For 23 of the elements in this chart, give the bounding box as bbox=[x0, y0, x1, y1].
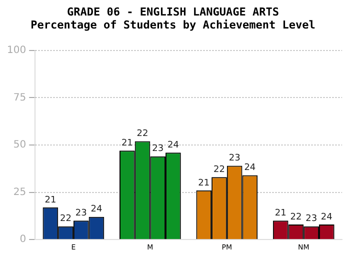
series-label: 21 bbox=[44, 195, 56, 206]
text: 24 bbox=[167, 140, 179, 150]
text: 21 bbox=[198, 178, 210, 188]
text: 24 bbox=[244, 163, 256, 174]
series-label: 23 bbox=[75, 208, 87, 219]
text: 21 bbox=[274, 208, 286, 219]
text: 23 bbox=[152, 144, 164, 154]
series-label: 22 bbox=[60, 214, 72, 224]
series-label: 24 bbox=[90, 204, 102, 215]
text: 24 bbox=[320, 212, 332, 222]
chart-title: GRADE 06 - ENGLISH LANGUAGE ARTS bbox=[67, 5, 279, 18]
text: 22 bbox=[290, 212, 302, 222]
y-tick-label: 50 bbox=[13, 140, 26, 151]
text: 23 bbox=[306, 214, 318, 224]
y-tick-label: 25 bbox=[13, 186, 26, 198]
chart-subtitle: Percentage of Students by Achievement Level bbox=[30, 18, 316, 32]
text: 22 bbox=[136, 129, 148, 140]
y-tick-label: 0 bbox=[20, 234, 26, 246]
text: 22 bbox=[214, 165, 225, 176]
text: 21 bbox=[121, 138, 133, 149]
y-tick-label: 100 bbox=[6, 44, 26, 56]
text: 23 bbox=[228, 154, 240, 164]
y-tick-label: 75 bbox=[13, 92, 26, 104]
